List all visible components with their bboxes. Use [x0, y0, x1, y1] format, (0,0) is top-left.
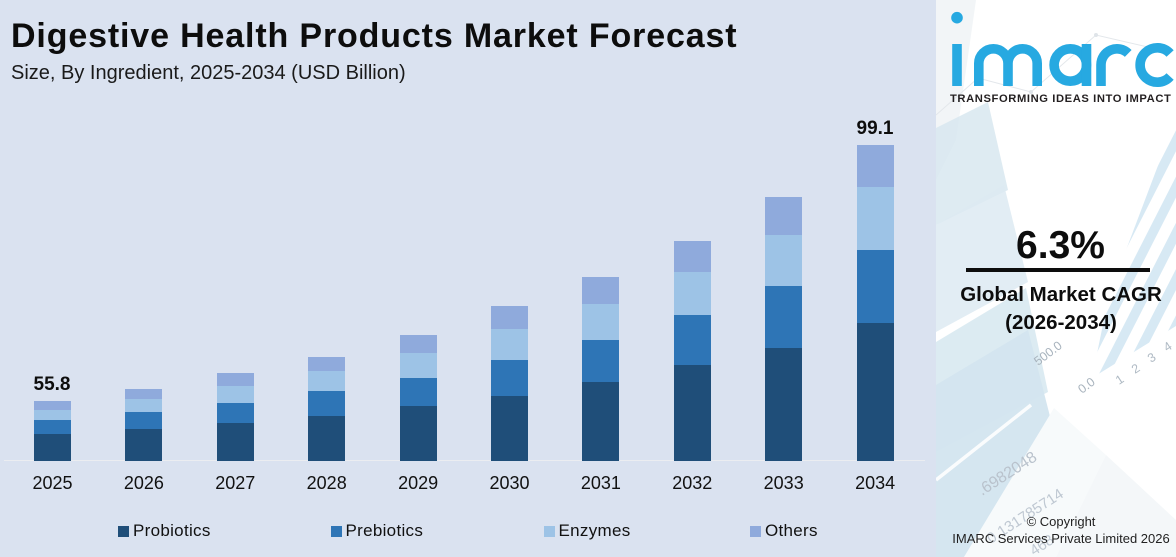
svg-text:4: 4: [1161, 339, 1174, 355]
svg-text:3: 3: [1145, 350, 1158, 366]
svg-text:0.0: 0.0: [1075, 375, 1097, 397]
svg-text:1: 1: [1113, 372, 1126, 388]
svg-text:2: 2: [1129, 361, 1142, 377]
svg-text:TRANSFORMING IDEAS INTO IMPACT: TRANSFORMING IDEAS INTO IMPACT: [950, 93, 1171, 105]
